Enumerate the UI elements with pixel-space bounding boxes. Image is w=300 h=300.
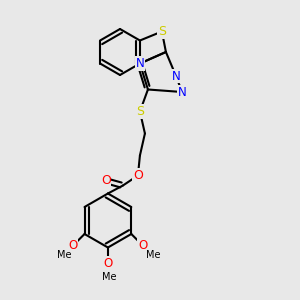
Text: Me: Me	[146, 250, 161, 260]
Text: Me: Me	[102, 272, 116, 283]
Text: S: S	[136, 105, 144, 118]
Text: N: N	[136, 57, 144, 70]
Text: O: O	[133, 169, 143, 182]
Text: N: N	[178, 85, 186, 98]
Text: O: O	[138, 239, 147, 252]
Text: O: O	[103, 257, 112, 270]
Text: Me: Me	[57, 250, 72, 260]
Text: O: O	[101, 174, 111, 187]
Text: S: S	[158, 25, 166, 38]
Text: N: N	[172, 70, 180, 83]
Text: O: O	[69, 239, 78, 252]
